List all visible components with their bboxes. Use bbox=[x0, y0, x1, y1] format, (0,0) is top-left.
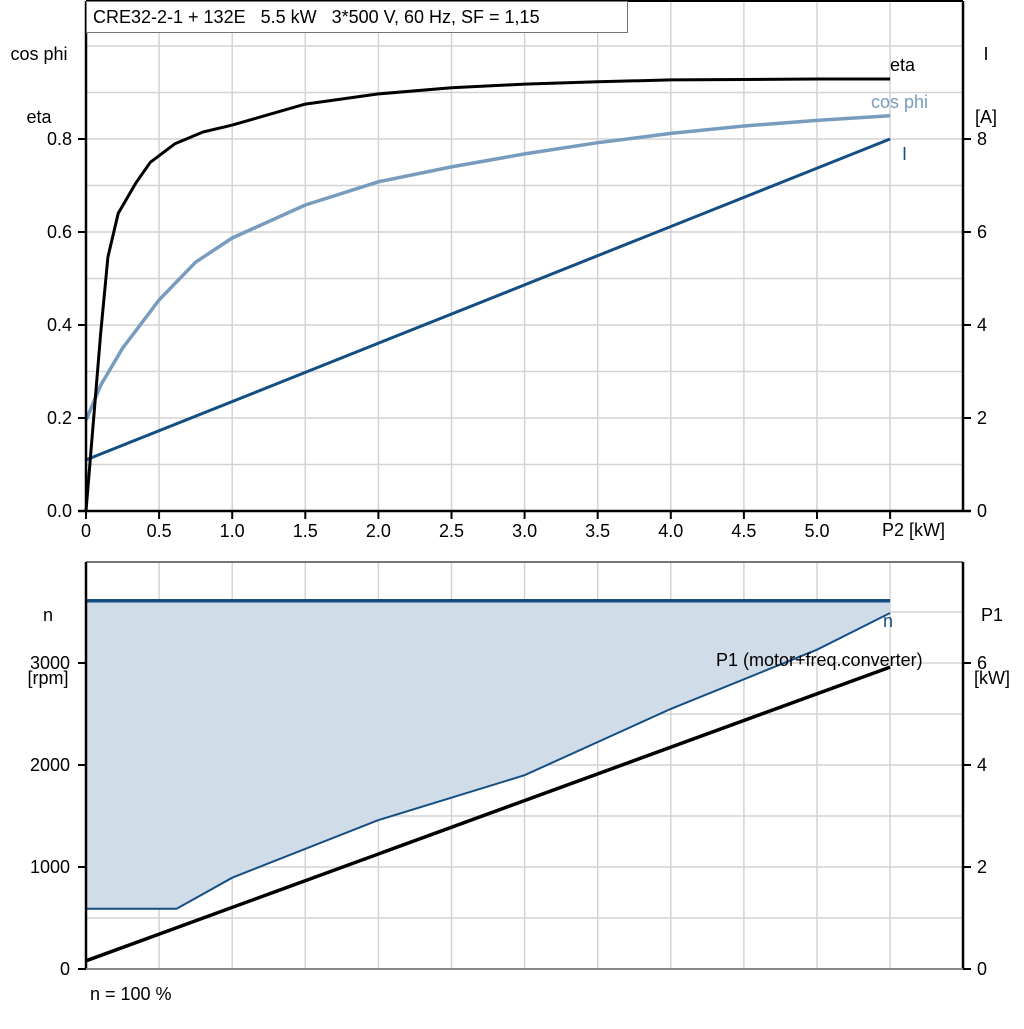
legend-eta: eta bbox=[890, 55, 916, 75]
svg-text:0.0: 0.0 bbox=[47, 501, 72, 521]
svg-text:0: 0 bbox=[81, 521, 91, 541]
lower-right-axis-label: P1 [kW] bbox=[966, 563, 1018, 731]
svg-text:2: 2 bbox=[977, 408, 987, 428]
cos-phi-axis-label: cos phi bbox=[10, 44, 68, 64]
chart-title: CRE32-2-1 + 132E 5.5 kW 3*500 V, 60 Hz, … bbox=[86, 1, 628, 33]
svg-text:4: 4 bbox=[977, 755, 987, 775]
svg-text:4.0: 4.0 bbox=[658, 521, 683, 541]
svg-text:0: 0 bbox=[977, 501, 987, 521]
svg-text:6: 6 bbox=[977, 653, 987, 673]
svg-text:4: 4 bbox=[977, 315, 987, 335]
svg-text:0.2: 0.2 bbox=[47, 408, 72, 428]
svg-text:0.6: 0.6 bbox=[47, 222, 72, 242]
cos-phi-curve bbox=[84, 114, 891, 421]
speed-min-curve bbox=[86, 612, 891, 910]
current-unit-label: [A] bbox=[974, 107, 997, 127]
p1-curve bbox=[85, 665, 891, 963]
svg-text:2: 2 bbox=[977, 857, 987, 877]
legend-cos-phi: cos phi bbox=[871, 92, 929, 112]
svg-text:0.5: 0.5 bbox=[147, 521, 172, 541]
upper-grid bbox=[86, 1, 963, 511]
svg-text:6: 6 bbox=[977, 222, 987, 242]
svg-text:3000: 3000 bbox=[30, 653, 70, 673]
svg-text:0.8: 0.8 bbox=[47, 129, 72, 149]
eta-curve bbox=[84, 77, 891, 512]
svg-text:0: 0 bbox=[60, 959, 70, 979]
speed-unit-label: [rpm] bbox=[27, 668, 69, 688]
speed-range-area bbox=[86, 600, 891, 909]
svg-text:2.5: 2.5 bbox=[439, 521, 464, 541]
svg-text:2000: 2000 bbox=[30, 755, 70, 775]
svg-text:5.0: 5.0 bbox=[804, 521, 829, 541]
current-curve bbox=[85, 137, 891, 462]
axes bbox=[78, 0, 971, 970]
current-axis-label: I bbox=[983, 44, 989, 64]
upper-series bbox=[84, 77, 891, 512]
upper-right-axis-label: I [A] bbox=[966, 2, 1006, 170]
svg-text:2.0: 2.0 bbox=[366, 521, 391, 541]
upper-left-axis-label: cos phi eta bbox=[0, 2, 78, 170]
speed-percent-note: n = 100 % bbox=[90, 984, 172, 1004]
lower-left-axis-label: n [rpm] bbox=[18, 563, 78, 731]
svg-text:0.4: 0.4 bbox=[47, 315, 72, 335]
x-axis-label: P2 [kW] bbox=[882, 520, 946, 540]
svg-text:8: 8 bbox=[977, 129, 987, 149]
legend-p1: P1 (motor+freq.converter) bbox=[716, 650, 923, 670]
legend-current: I bbox=[902, 144, 908, 164]
p1-unit-label: [kW] bbox=[974, 668, 1010, 688]
speed-axis-label: n bbox=[42, 605, 53, 625]
legend-speed: n bbox=[883, 611, 894, 631]
svg-text:1.0: 1.0 bbox=[220, 521, 245, 541]
svg-text:3.5: 3.5 bbox=[585, 521, 610, 541]
svg-text:4.5: 4.5 bbox=[731, 521, 756, 541]
lower-series bbox=[85, 599, 891, 963]
p1-axis-label: P1 bbox=[980, 605, 1004, 625]
svg-text:1000: 1000 bbox=[30, 857, 70, 877]
eta-axis-label: eta bbox=[26, 107, 52, 127]
tick-labels: 0 0.5 1.0 1.5 2.0 2.5 3.0 3.5 4.0 4.5 5.0 0.0 0.2 0.4… bbox=[30, 129, 987, 979]
svg-text:1.5: 1.5 bbox=[293, 521, 318, 541]
svg-text:3.0: 3.0 bbox=[512, 521, 537, 541]
svg-text:0: 0 bbox=[977, 959, 987, 979]
